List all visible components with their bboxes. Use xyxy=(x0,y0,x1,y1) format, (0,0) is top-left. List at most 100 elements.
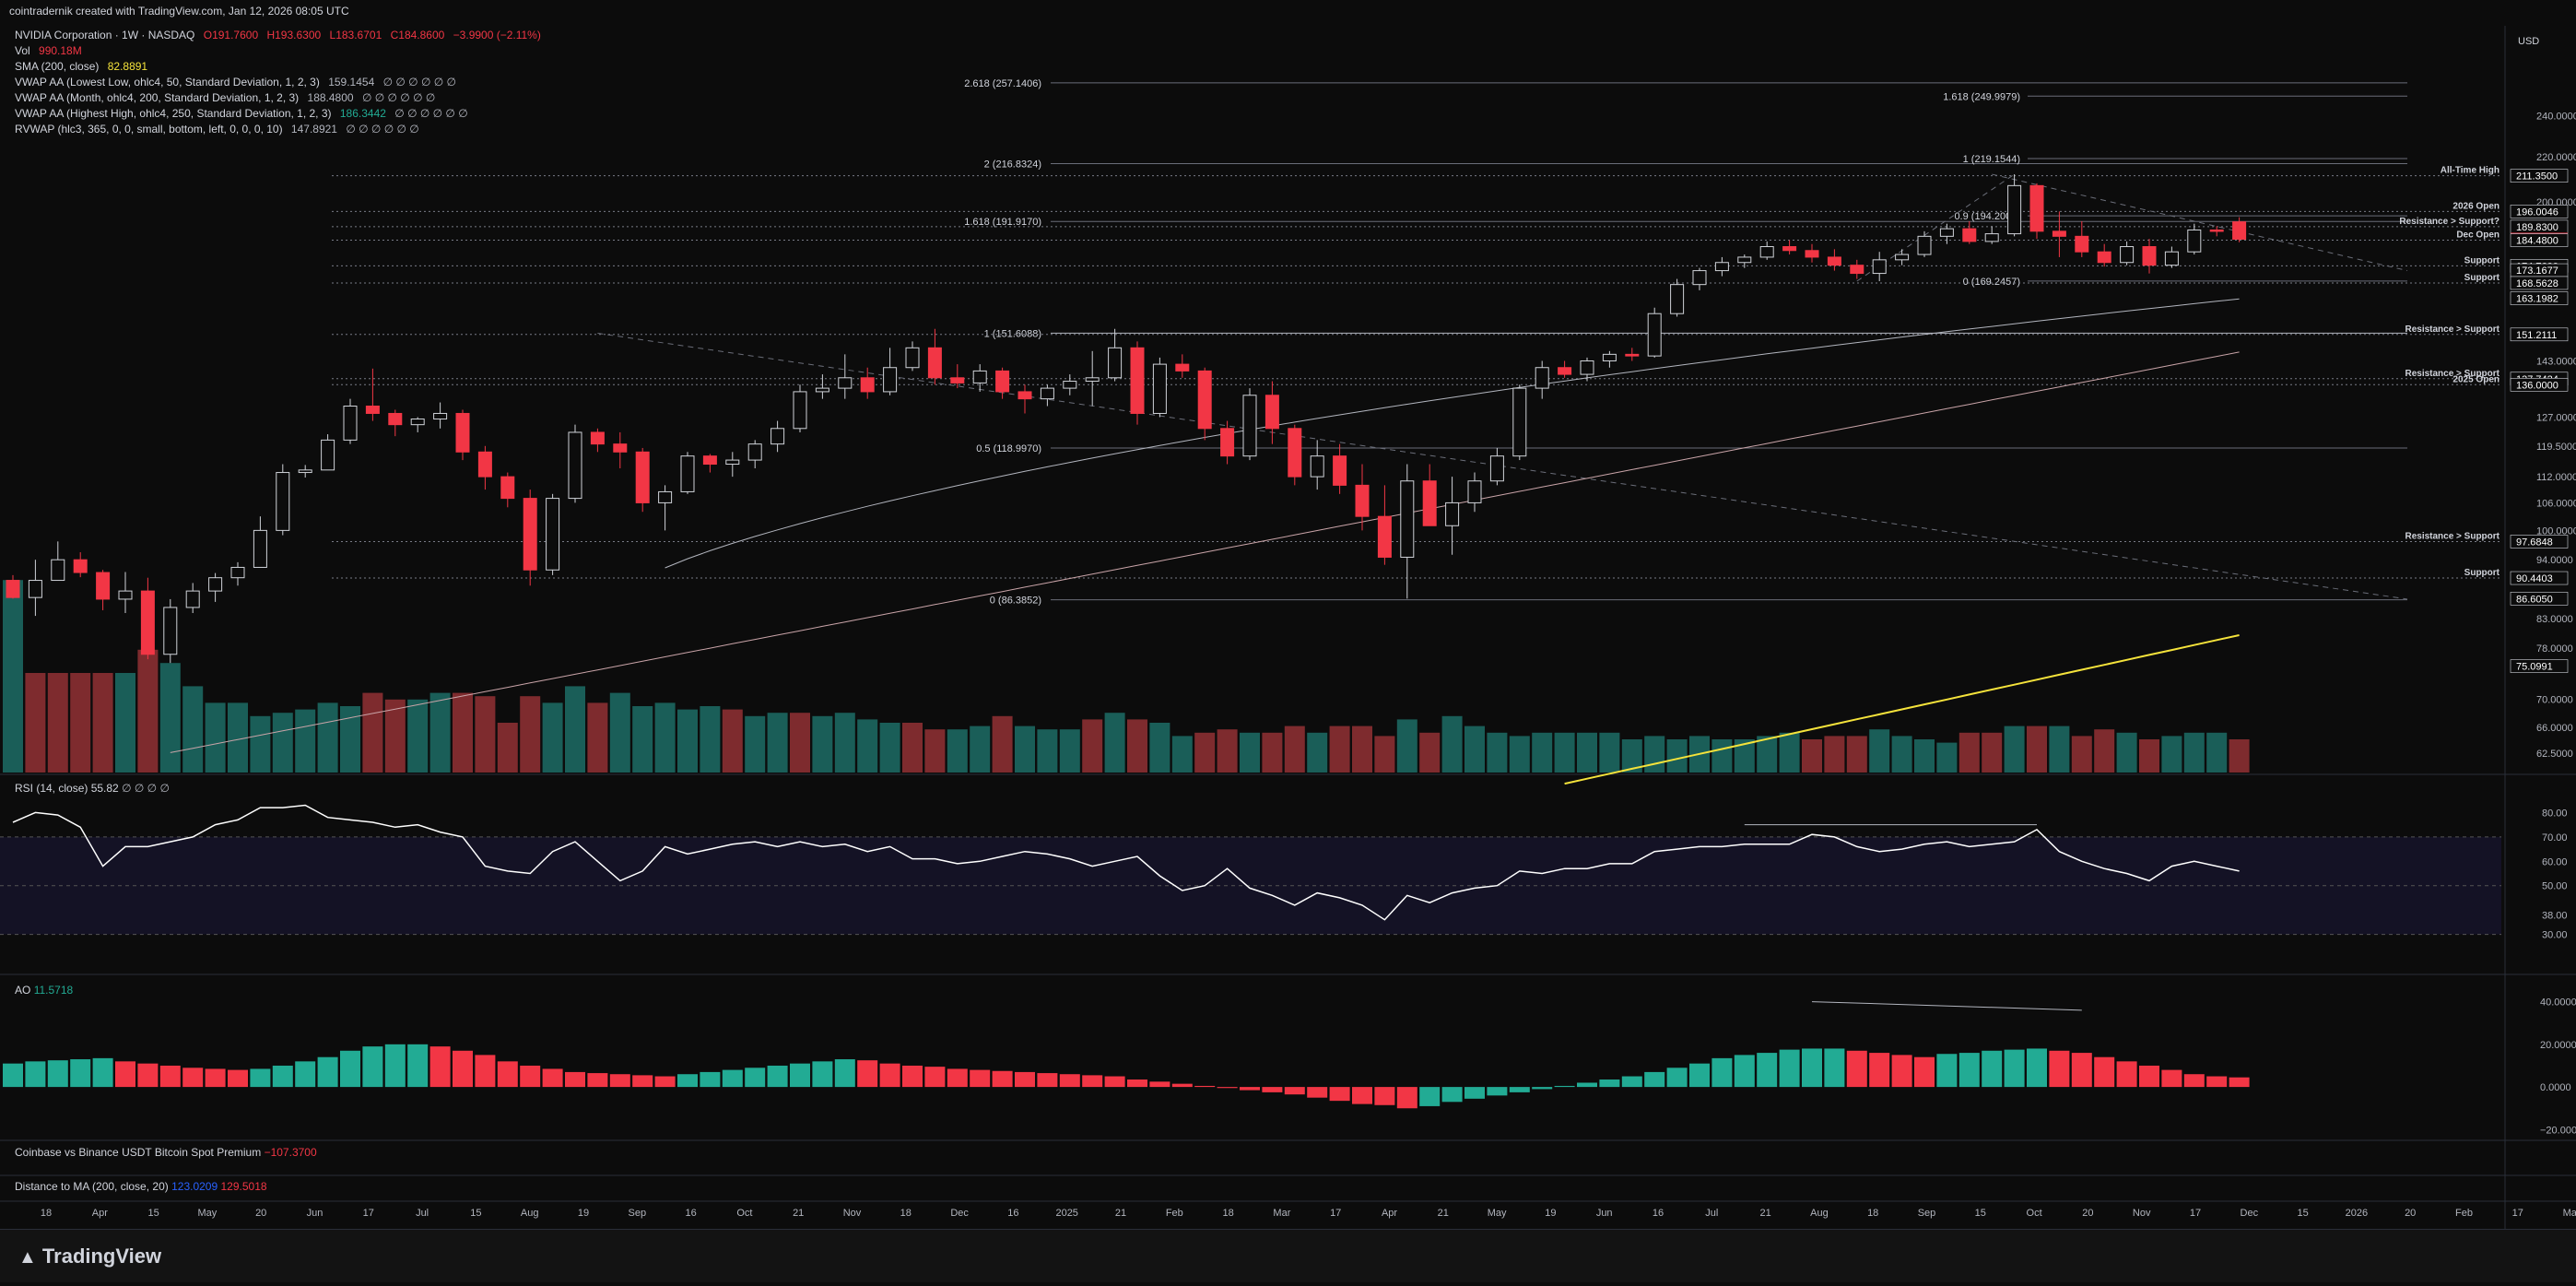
volume-bar xyxy=(1779,732,1800,773)
vwap1-legend-row[interactable]: VWAP AA (Lowest Low, ohlc4, 50, Standard… xyxy=(15,75,547,90)
sma-label: SMA (200, close) xyxy=(15,60,100,73)
candle-down xyxy=(365,405,380,414)
ao-bar xyxy=(654,1076,676,1088)
time-tick: May xyxy=(1488,1208,1507,1219)
time-tick: Oct xyxy=(2027,1208,2042,1219)
candle-up xyxy=(793,391,807,430)
volume-bar xyxy=(1374,736,1395,773)
ao-bar xyxy=(1824,1048,1845,1088)
volume-bar xyxy=(340,706,360,773)
time-tick: Mar xyxy=(2563,1208,2576,1219)
volume-bar xyxy=(1307,732,1328,773)
ao-bar xyxy=(2071,1053,2092,1088)
time-tick: 15 xyxy=(1975,1208,1986,1219)
distance-legend[interactable]: Distance to MA (200, close, 20) 123.0209… xyxy=(15,1180,267,1193)
ao-bar xyxy=(1284,1087,1305,1095)
volume-bar xyxy=(295,709,316,773)
volume-bar xyxy=(2116,732,2137,773)
candle-up xyxy=(815,387,829,393)
rsi-pane[interactable]: 80.00 70.00 60.00 50.00 38.00 30.00 xyxy=(0,804,2568,941)
volume-bar xyxy=(3,580,23,773)
ao-bar xyxy=(92,1057,113,1088)
time-tick: May xyxy=(198,1208,218,1219)
volume-bar xyxy=(2071,736,2092,773)
symbol-legend-row[interactable]: NVIDIA Corporation · 1W · NASDAQ O191.76… xyxy=(15,28,547,43)
sma-value: 82.8891 xyxy=(107,60,148,73)
ao-pane[interactable]: 40.0000 20.0000 0.0000 −20.0000 xyxy=(3,997,2576,1137)
volume-bars xyxy=(3,580,2250,773)
rsi-tick: 38.00 xyxy=(2542,910,2568,921)
candle-down xyxy=(1017,391,1032,400)
ao-bar xyxy=(947,1068,968,1088)
ao-bar xyxy=(542,1068,563,1088)
time-tick: 21 xyxy=(1759,1208,1770,1219)
time-tick: 2025 xyxy=(1055,1208,1077,1219)
premium-legend[interactable]: Coinbase vs Binance USDT Bitcoin Spot Pr… xyxy=(15,1146,317,1159)
time-tick: Jun xyxy=(307,1208,323,1219)
high-value: H193.6300 xyxy=(266,29,322,41)
candle-up xyxy=(747,443,762,461)
rsi-legend[interactable]: RSI (14, close) 55.82 ∅ ∅ ∅ ∅ xyxy=(15,782,170,795)
ao-bar xyxy=(70,1059,91,1088)
rsi-tick: 70.00 xyxy=(2542,832,2568,844)
candle-down xyxy=(1288,428,1302,478)
candlesticks[interactable] xyxy=(6,174,2247,664)
volume-bar xyxy=(902,723,923,773)
price-tick: 83.0000 xyxy=(2536,614,2573,625)
candle-down xyxy=(1805,250,1819,258)
change-value: −3.9900 (−2.11%) xyxy=(453,29,541,41)
tradingview-logo-text: TradingView xyxy=(41,1245,162,1268)
symbol-title[interactable]: NVIDIA Corporation · 1W · NASDAQ xyxy=(15,29,195,41)
volume-bar xyxy=(205,702,226,773)
ao-bar xyxy=(1554,1085,1575,1088)
close-value: C184.8600 xyxy=(390,29,445,41)
price-tick: 94.0000 xyxy=(2536,555,2573,566)
volume-bar xyxy=(1149,723,1170,773)
volume-bar xyxy=(1171,736,1193,773)
sma-legend-row[interactable]: SMA (200, close) 82.8891 xyxy=(15,59,547,75)
volume-bar xyxy=(632,706,653,773)
volume-legend-row[interactable]: Vol 990.18M xyxy=(15,43,547,59)
vwap3-legend-row[interactable]: VWAP AA (Highest High, ohlc4, 250, Stand… xyxy=(15,106,547,122)
volume-bar xyxy=(542,702,563,773)
rvwap-legend-row[interactable]: RVWAP (hlc3, 365, 0, 0, small, bottom, l… xyxy=(15,122,547,137)
price-badge xyxy=(2510,535,2569,549)
candle-up xyxy=(2187,229,2202,253)
ao-bar xyxy=(970,1069,991,1088)
candle-up xyxy=(1714,262,1729,272)
time-tick: 17 xyxy=(2512,1208,2523,1219)
candle-down xyxy=(2052,230,2066,237)
ao-bar xyxy=(1171,1083,1193,1088)
time-axis[interactable]: 18 Apr 15 May 20 Jun 17 Jul 15 Aug 19 Sep 16 Oct 21 Nov… xyxy=(41,1208,2576,1219)
time-tick: Sep xyxy=(1918,1208,1936,1219)
volume-bar xyxy=(1262,732,1283,773)
vwap2-value: 188.4800 xyxy=(307,91,354,104)
tradingview-logo[interactable]: ▲ TradingView xyxy=(18,1245,161,1268)
candle-down xyxy=(860,377,875,393)
main-legend[interactable]: NVIDIA Corporation · 1W · NASDAQ O191.76… xyxy=(15,28,547,137)
time-tick: Apr xyxy=(92,1208,108,1219)
ao-bar xyxy=(317,1056,338,1088)
vwap2-marks: ∅ ∅ ∅ ∅ ∅ ∅ xyxy=(361,91,436,104)
ao-bar xyxy=(1419,1087,1441,1106)
ao-bar xyxy=(429,1046,451,1088)
ao-bar xyxy=(1082,1075,1103,1088)
price-axis[interactable]: USD240.0000220.0000200.0000143.0000127.0… xyxy=(2510,36,2576,760)
ao-legend[interactable]: AO 11.5718 xyxy=(15,984,73,997)
candle-down xyxy=(1422,480,1437,526)
ao-bar xyxy=(2094,1056,2115,1088)
volume-bar xyxy=(1059,729,1080,773)
candle-down xyxy=(1377,515,1392,558)
fibonacci-lines[interactable]: 2.618 (257.1406) 2 (216.8324) 1.618 (191.9… xyxy=(964,78,2407,607)
volume-bar xyxy=(1577,732,1597,773)
ao-bar xyxy=(250,1068,271,1088)
candle-down xyxy=(2097,251,2111,264)
candle-up xyxy=(1602,353,1617,361)
vwap2-legend-row[interactable]: VWAP AA (Month, ohlc4, 200, Standard Dev… xyxy=(15,90,547,106)
ao-bar xyxy=(1329,1087,1350,1102)
ao-bar xyxy=(902,1065,923,1088)
candle-up xyxy=(2164,251,2179,266)
volume-bar xyxy=(1599,732,1620,773)
